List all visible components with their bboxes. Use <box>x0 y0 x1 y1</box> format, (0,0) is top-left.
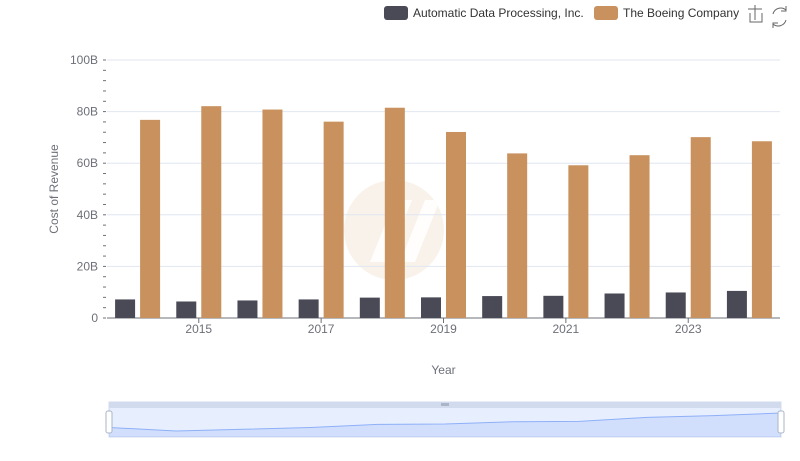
bar-boeing-2015 <box>201 106 222 318</box>
bar-boeing-2020 <box>507 153 528 318</box>
y-tick-label: 100B <box>70 53 98 67</box>
x-tick-label: 2021 <box>553 322 580 336</box>
bar-adp-2016 <box>237 300 258 318</box>
y-tick-label: 80B <box>77 105 98 119</box>
legend: Automatic Data Processing, Inc. The Boein… <box>384 6 739 20</box>
zoom-icon[interactable] <box>744 4 766 26</box>
legend-swatch <box>594 6 618 20</box>
bar-adp-2019 <box>421 297 441 318</box>
y-tick-label: 60B <box>77 156 98 170</box>
legend-label: The Boeing Company <box>623 6 739 20</box>
bar-boeing-2014 <box>140 119 161 318</box>
data-zoom-slider[interactable] <box>105 401 785 438</box>
bars <box>115 106 772 318</box>
y-tick-label: 40B <box>77 208 98 222</box>
bar-boeing-2019 <box>446 131 466 318</box>
y-tick-label: 0 <box>91 311 98 325</box>
restore-icon[interactable] <box>768 4 790 28</box>
x-tick-label: 2023 <box>675 322 702 336</box>
bar-boeing-2017 <box>323 121 344 318</box>
x-axis-title: Year <box>431 363 455 377</box>
x-tick-label: 2019 <box>430 322 457 336</box>
bar-adp-2014 <box>115 299 136 318</box>
zoom-preview-line <box>108 412 782 432</box>
bar-boeing-2022 <box>629 155 650 318</box>
bar-adp-2022 <box>604 293 625 318</box>
x-axis: 2015 2017 2019 2021 2023 <box>107 317 780 336</box>
bar-adp-2018 <box>359 297 380 318</box>
bar-adp-2023 <box>665 292 686 318</box>
bar-boeing-2024 <box>751 141 772 318</box>
bar-adp-2021 <box>543 295 564 318</box>
legend-swatch <box>384 6 408 20</box>
bar-adp-2015 <box>176 301 197 318</box>
x-tick-label: 2017 <box>308 322 335 336</box>
bar-boeing-2021 <box>568 165 589 318</box>
zoom-drag-grip <box>441 403 449 406</box>
x-tick-label: 2015 <box>185 322 212 336</box>
bar-boeing-2023 <box>690 137 711 318</box>
y-axis-title: Cost of Revenue <box>47 144 61 234</box>
zoom-preview-area <box>109 413 781 437</box>
y-axis: 0 20B 40B 60B 80B 100B <box>70 53 106 325</box>
bar-adp-2024 <box>726 290 747 318</box>
bar-adp-2017 <box>298 299 319 318</box>
bar-boeing-2018 <box>384 107 405 318</box>
zoom-handle-left <box>105 410 113 434</box>
toolbar <box>744 4 790 28</box>
zoom-handle-right <box>777 410 785 434</box>
bar-boeing-2016 <box>262 109 283 318</box>
legend-label: Automatic Data Processing, Inc. <box>413 6 584 20</box>
bar-adp-2020 <box>482 296 503 318</box>
y-tick-label: 20B <box>77 259 98 273</box>
